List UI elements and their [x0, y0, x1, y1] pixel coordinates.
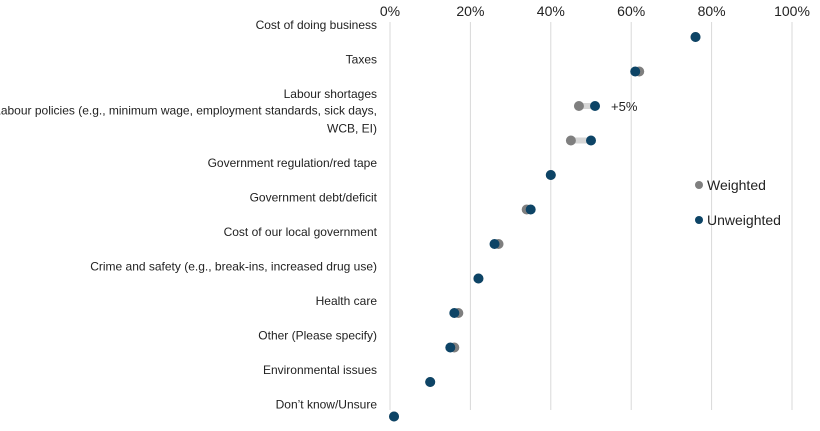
category-label: Labour policies (e.g., minimum wage, emp… [0, 104, 377, 118]
unweighted-point [586, 135, 596, 146]
unweighted-point [489, 239, 500, 249]
unweighted-point [590, 101, 601, 111]
category-label: WCB, EI) [327, 122, 377, 136]
difference-annotation: +5% [611, 99, 638, 114]
legend-label: Weighted [707, 177, 766, 193]
x-tick-label: 100% [774, 3, 810, 19]
unweighted-point [473, 273, 484, 284]
unweighted-point [630, 66, 641, 77]
category-label: Cost of our local government [224, 225, 378, 239]
x-tick-label: 80% [698, 3, 726, 19]
unweighted-point [425, 377, 436, 387]
category-label: Environmental issues [263, 363, 377, 377]
legend-marker-unweighted [695, 216, 703, 224]
legend-label: Unweighted [707, 212, 781, 228]
category-label: Don’t know/Unsure [276, 398, 378, 412]
weighted-point [573, 101, 584, 111]
category-label: Labour shortages [284, 87, 377, 101]
category-label: Crime and safety (e.g., break-ins, incre… [90, 260, 377, 274]
category-label: Health care [316, 294, 378, 308]
x-tick-label: 0% [380, 3, 400, 19]
x-tick-label: 40% [537, 3, 565, 19]
unweighted-point [690, 32, 701, 42]
unweighted-point [545, 170, 556, 180]
x-tick-label: 20% [456, 3, 484, 19]
category-label: Other (Please specify) [258, 329, 377, 343]
unweighted-point [389, 411, 400, 422]
x-tick-label: 60% [617, 3, 645, 19]
category-label: Government debt/deficit [250, 191, 378, 205]
category-label: Government regulation/red tape [208, 156, 378, 170]
legend-marker-weighted [695, 181, 703, 189]
category-label: Cost of doing business [256, 18, 377, 32]
unweighted-point [445, 342, 456, 353]
weighted-point [565, 135, 576, 146]
unweighted-point [449, 308, 460, 318]
category-label: Taxes [346, 53, 377, 67]
unweighted-point [525, 204, 536, 215]
